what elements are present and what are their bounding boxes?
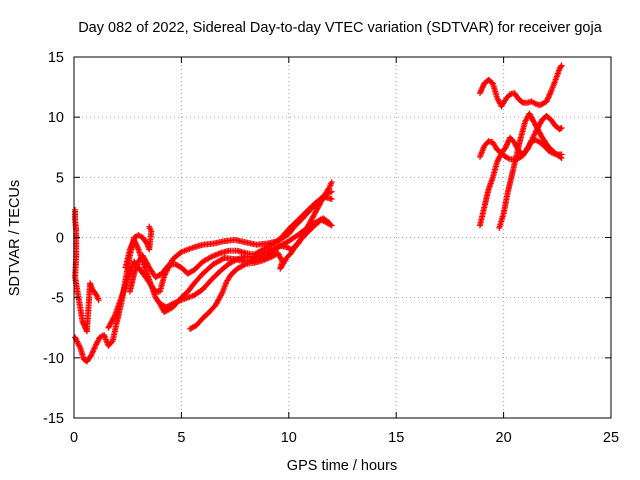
data-point bbox=[126, 246, 133, 253]
series-arc8 bbox=[476, 62, 565, 110]
data-point bbox=[478, 85, 485, 92]
data-point bbox=[168, 301, 175, 308]
y-tick-label: 0 bbox=[56, 231, 64, 247]
data-point bbox=[546, 91, 553, 98]
y-tick-label: 15 bbox=[48, 50, 64, 66]
data-point bbox=[95, 297, 102, 304]
data-point bbox=[74, 338, 81, 345]
data-point bbox=[218, 291, 225, 298]
data-point bbox=[74, 339, 81, 346]
series-arc11 bbox=[496, 110, 565, 231]
data-point bbox=[546, 93, 553, 100]
data-point bbox=[480, 83, 487, 90]
data-point bbox=[91, 345, 98, 352]
data-point bbox=[503, 141, 510, 148]
y-tick-label: -5 bbox=[51, 291, 64, 307]
data-point bbox=[111, 314, 118, 321]
series-arc6 bbox=[186, 215, 333, 332]
data-point bbox=[76, 342, 83, 349]
data-point bbox=[504, 140, 511, 147]
data-point bbox=[325, 219, 332, 226]
data-point bbox=[134, 245, 141, 252]
data-point bbox=[128, 243, 135, 250]
series-arc10 bbox=[476, 112, 565, 229]
data-point bbox=[132, 239, 139, 246]
data-point bbox=[76, 343, 83, 350]
x-tick-label: 15 bbox=[388, 430, 404, 446]
x-tick-label: 25 bbox=[603, 430, 619, 446]
data-point bbox=[544, 97, 551, 104]
data-point bbox=[328, 195, 335, 202]
data-point bbox=[505, 138, 512, 145]
data-point bbox=[88, 352, 95, 359]
data-point bbox=[75, 341, 82, 348]
data-point bbox=[91, 344, 98, 351]
data-point bbox=[143, 239, 150, 246]
data-point bbox=[478, 87, 485, 94]
x-axis-label: GPS time / hours bbox=[287, 458, 397, 474]
series-arc5 bbox=[156, 179, 335, 311]
x-tick-label: 5 bbox=[177, 430, 185, 446]
data-point bbox=[558, 124, 565, 131]
data-point bbox=[133, 242, 140, 249]
series-arc7 bbox=[72, 206, 102, 335]
data-point bbox=[132, 241, 139, 248]
data-point bbox=[477, 88, 484, 95]
data-point bbox=[558, 62, 565, 69]
x-tick-label: 0 bbox=[70, 430, 78, 446]
y-tick-label: -10 bbox=[43, 351, 64, 367]
y-tick-label: -15 bbox=[43, 411, 64, 427]
data-point bbox=[88, 351, 95, 358]
x-tick-label: 20 bbox=[496, 430, 512, 446]
data-point bbox=[134, 243, 141, 250]
data-point bbox=[131, 238, 138, 245]
data-point bbox=[326, 220, 333, 227]
data-point bbox=[557, 63, 564, 70]
data-point bbox=[328, 188, 335, 195]
data-point bbox=[146, 223, 153, 230]
data-point bbox=[557, 154, 564, 161]
data-points bbox=[72, 62, 565, 365]
data-point bbox=[328, 179, 335, 186]
data-point bbox=[479, 84, 486, 91]
chart-title: Day 082 of 2022, Sidereal Day-to-day VTE… bbox=[78, 20, 603, 36]
data-point bbox=[545, 94, 552, 101]
data-point bbox=[127, 245, 134, 252]
data-point bbox=[544, 95, 551, 102]
grid bbox=[74, 57, 611, 418]
data-point bbox=[543, 98, 550, 105]
data-point bbox=[547, 90, 554, 97]
data-point bbox=[131, 236, 138, 243]
axis-ticks: 0 5 10 15 20 25 -15 -10 -5 0 5 10 15 bbox=[43, 50, 619, 446]
data-point bbox=[558, 155, 565, 162]
data-point bbox=[476, 90, 483, 97]
y-tick-label: 10 bbox=[48, 110, 64, 126]
data-point bbox=[72, 334, 79, 341]
data-point bbox=[503, 142, 510, 149]
y-axis-label: SDTVAR / TECUs bbox=[7, 180, 23, 296]
data-point bbox=[90, 346, 97, 353]
data-point bbox=[90, 348, 97, 355]
series-arc1 bbox=[72, 223, 155, 365]
y-tick-label: 5 bbox=[56, 170, 64, 186]
data-point bbox=[557, 125, 564, 132]
x-tick-label: 10 bbox=[281, 430, 297, 446]
data-point bbox=[502, 144, 509, 151]
data-point bbox=[89, 349, 96, 356]
